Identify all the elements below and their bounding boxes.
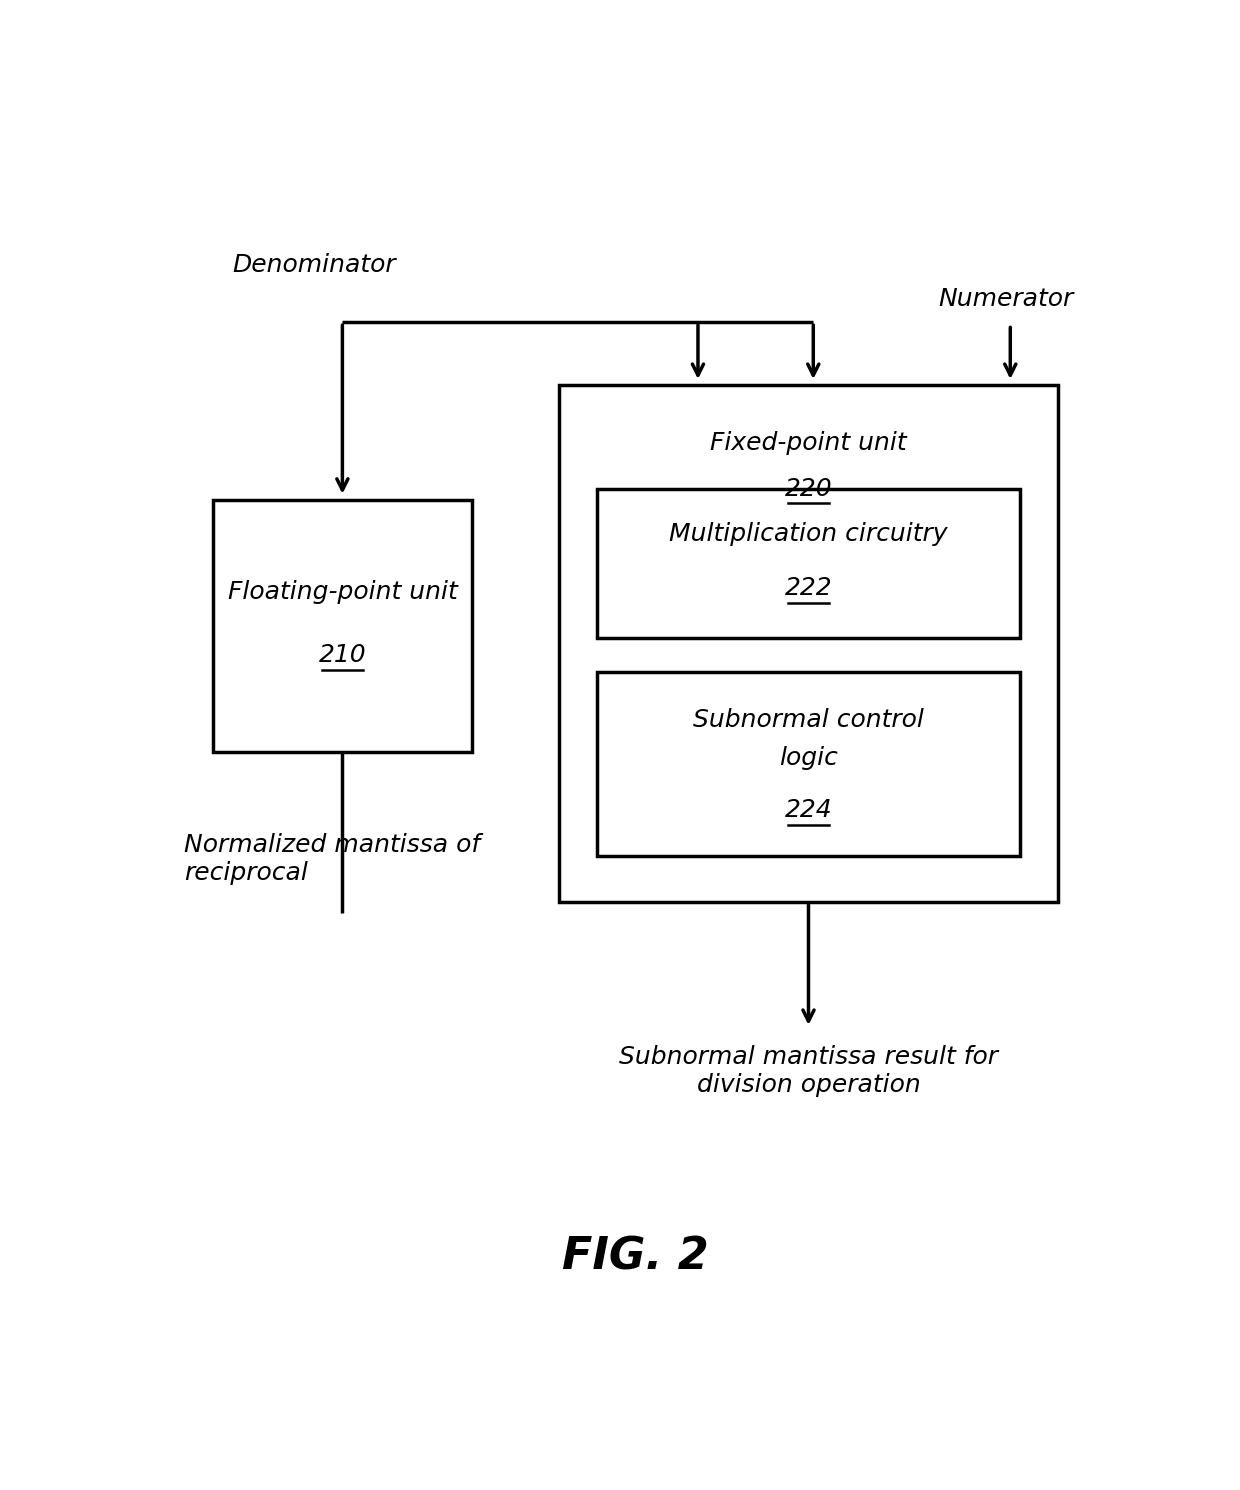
- Text: Subnormal mantissa result for
division operation: Subnormal mantissa result for division o…: [619, 1044, 998, 1097]
- Text: 222: 222: [785, 577, 832, 600]
- Text: Fixed-point unit: Fixed-point unit: [711, 431, 906, 454]
- Text: Normalized mantissa of
reciprocal: Normalized mantissa of reciprocal: [184, 833, 480, 885]
- Text: Multiplication circuitry: Multiplication circuitry: [670, 523, 947, 547]
- Bar: [558, 386, 1059, 901]
- Text: 210: 210: [319, 642, 366, 668]
- Bar: [596, 672, 1019, 855]
- Text: Subnormal control: Subnormal control: [693, 708, 924, 732]
- Text: logic: logic: [779, 746, 838, 770]
- Text: 224: 224: [785, 797, 832, 822]
- Text: FIG. 2: FIG. 2: [562, 1235, 709, 1278]
- Text: Denominator: Denominator: [232, 253, 396, 277]
- Bar: [213, 501, 472, 752]
- Bar: [596, 489, 1019, 638]
- Text: Numerator: Numerator: [939, 288, 1074, 311]
- Text: Floating-point unit: Floating-point unit: [227, 580, 458, 603]
- Text: 220: 220: [785, 477, 832, 501]
